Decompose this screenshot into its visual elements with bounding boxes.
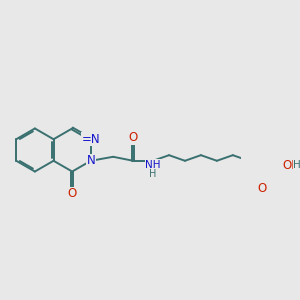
Text: O: O: [257, 182, 266, 195]
Text: N: N: [86, 154, 95, 167]
Text: O: O: [128, 131, 138, 144]
Text: H: H: [149, 169, 157, 178]
Text: OH: OH: [282, 159, 300, 172]
Text: H: H: [293, 160, 300, 170]
Text: O: O: [68, 188, 77, 200]
Text: NH: NH: [145, 160, 161, 170]
Text: =N: =N: [82, 133, 100, 146]
